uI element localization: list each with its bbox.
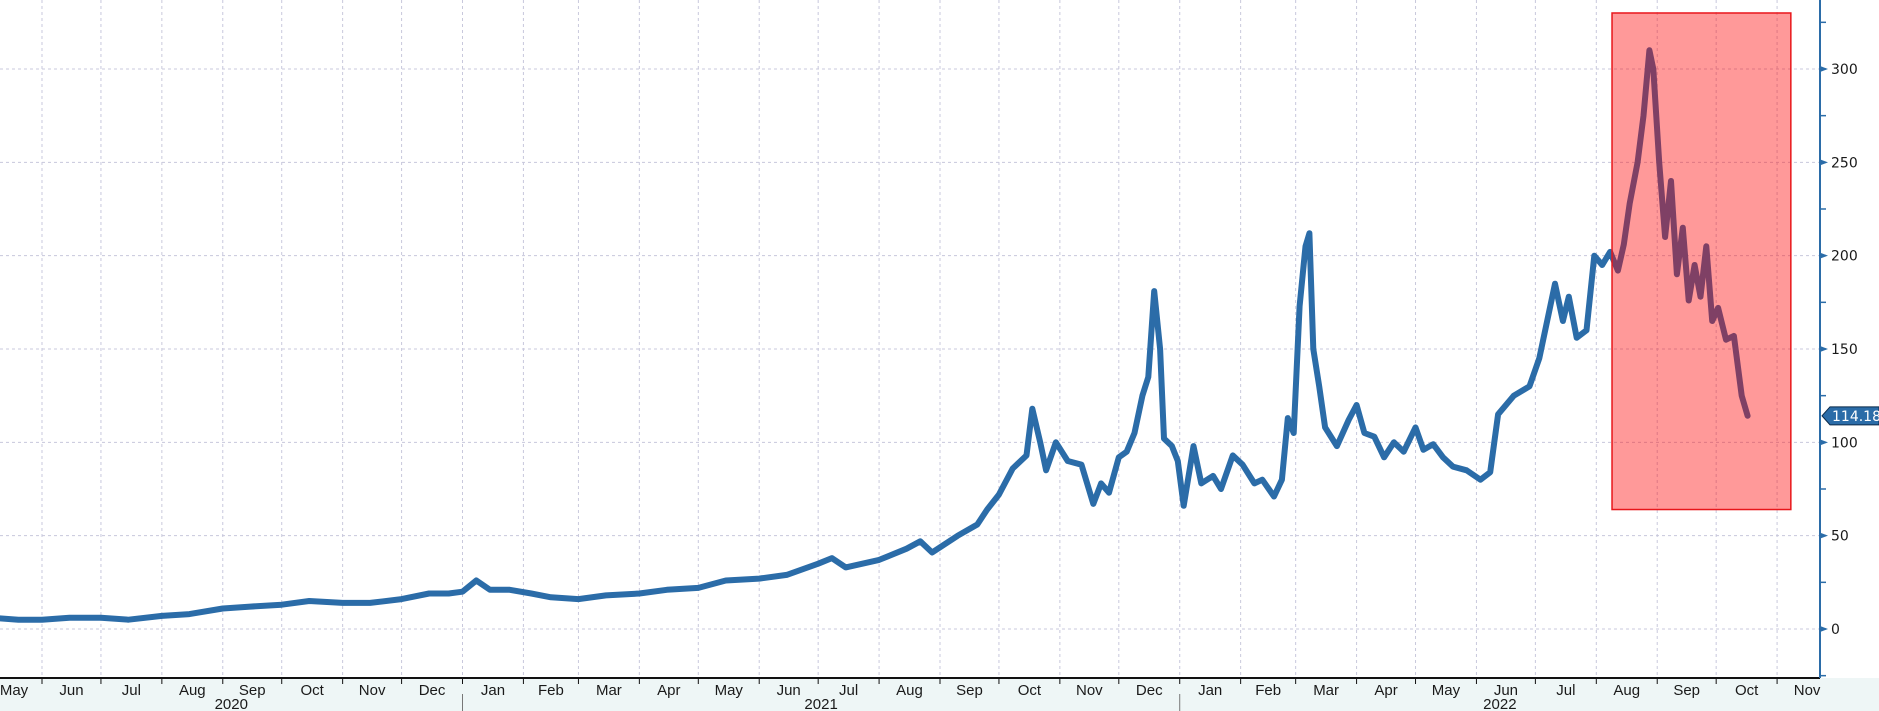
x-month-label: Mar (596, 682, 622, 699)
x-month-label: Apr (1374, 682, 1397, 699)
x-month-label: Feb (1255, 682, 1281, 699)
y-tick-marker (1820, 439, 1828, 446)
x-month-label: Oct (1735, 682, 1759, 699)
x-month-label: Jun (59, 682, 83, 699)
x-month-label: Oct (301, 682, 325, 699)
last-value-label: 114.1879 (1832, 409, 1879, 425)
x-month-label: Jul (839, 682, 858, 699)
x-month-label: Nov (1076, 682, 1103, 699)
x-month-label: Jun (1494, 682, 1518, 699)
series-line (0, 47, 1751, 623)
y-tick-marker (1820, 252, 1828, 259)
x-month-label: Sep (239, 682, 266, 699)
highlight-region (1611, 12, 1792, 511)
y-tick-label: 50 (1831, 529, 1849, 545)
x-month-label: Jul (1556, 682, 1575, 699)
grid (0, 0, 1820, 678)
y-axis: 0 50 100 150 200 250 300 (1819, 0, 1858, 678)
x-year-label: 2021 (804, 696, 837, 711)
x-month-label: Oct (1018, 682, 1042, 699)
x-month-label: May (0, 682, 29, 699)
x-year-label: 2020 (215, 696, 248, 711)
x-year-label: 2022 (1483, 696, 1516, 711)
y-tick-marker (1820, 159, 1828, 166)
y-tick-label: 150 (1831, 342, 1858, 358)
x-month-label: Nov (1794, 682, 1821, 699)
x-month-label: Mar (1313, 682, 1339, 699)
x-month-label: Jan (481, 682, 505, 699)
x-month-label: Jun (777, 682, 801, 699)
x-month-label: Aug (896, 682, 923, 699)
last-value-badge: 114.1879 (1821, 406, 1879, 426)
x-month-label: Sep (956, 682, 983, 699)
x-axis: May Jun Jul Aug Sep Oct Nov Dec Jan Feb Mar Apr May J… (0, 677, 1821, 711)
y-tick-label: 100 (1831, 435, 1858, 451)
y-tick-marker (1820, 65, 1828, 72)
x-month-label: Jan (1198, 682, 1222, 699)
y-tick-marker (1820, 345, 1828, 352)
x-month-label: Dec (1136, 682, 1163, 699)
y-tick-marker (1820, 626, 1828, 632)
x-month-label: Dec (419, 682, 446, 699)
y-tick-label: 250 (1831, 155, 1858, 171)
x-month-label: Jul (122, 682, 141, 699)
x-month-label: Aug (1613, 682, 1640, 699)
x-month-label: Aug (179, 682, 206, 699)
x-month-label: Nov (359, 682, 386, 699)
y-tick-label: 0 (1831, 622, 1840, 638)
y-tick-label: 200 (1831, 249, 1858, 265)
x-month-label: Apr (657, 682, 680, 699)
x-month-label: May (715, 682, 744, 699)
x-month-label: Feb (538, 682, 564, 699)
y-tick-label: 300 (1831, 62, 1858, 78)
x-month-label: May (1432, 682, 1461, 699)
x-month-label: Sep (1673, 682, 1700, 699)
last-value-badge-shape (1821, 406, 1879, 426)
y-tick-marker (1820, 532, 1828, 539)
series-layer (0, 47, 1751, 623)
